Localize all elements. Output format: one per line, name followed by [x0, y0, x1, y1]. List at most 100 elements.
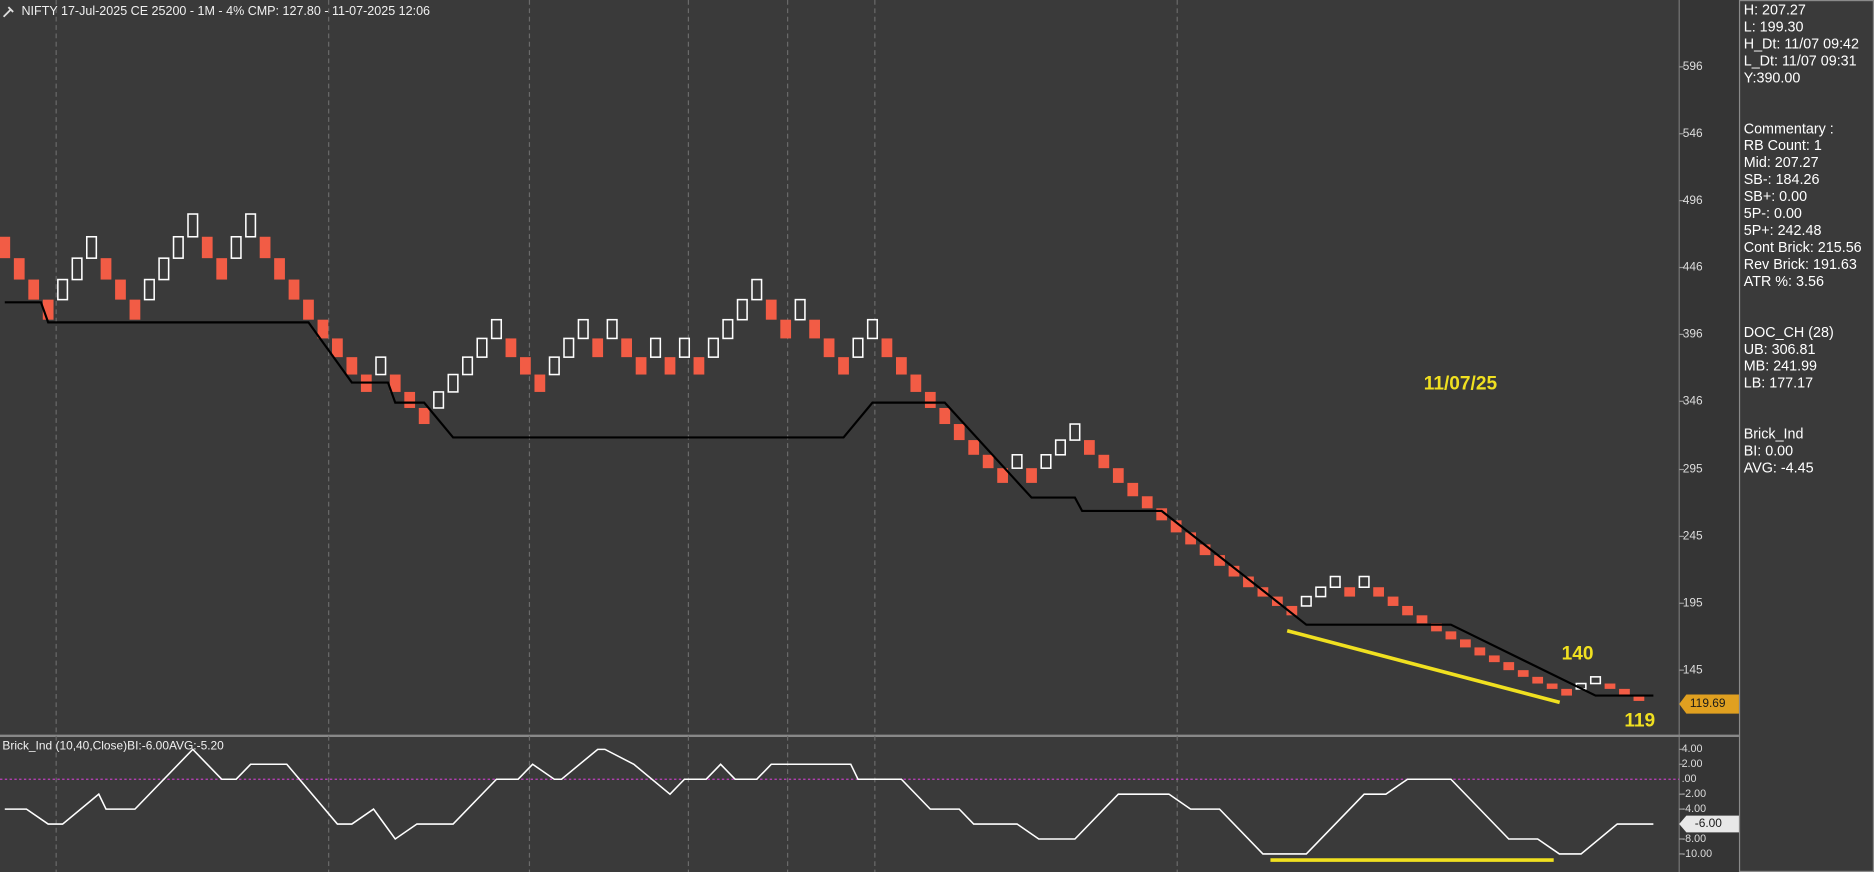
info-text: RB Count: 1	[1744, 138, 1822, 154]
up-brick	[794, 298, 806, 321]
up-brick	[1358, 575, 1370, 588]
down-brick	[1402, 605, 1413, 616]
up-brick	[678, 337, 691, 358]
down-brick	[100, 258, 112, 280]
annotation: 140	[1562, 644, 1594, 665]
down-brick	[259, 236, 271, 259]
info-text: 5P+: 242.48	[1744, 223, 1822, 239]
info-text: 5P-: 0.00	[1744, 206, 1802, 222]
y-tick-label: 295	[1683, 462, 1703, 476]
info-text: H: 207.27	[1744, 3, 1806, 19]
info-text: L_Dt: 11/07 09:31	[1744, 53, 1857, 69]
up-brick	[751, 278, 763, 301]
up-brick	[143, 278, 155, 301]
down-brick	[1127, 482, 1139, 497]
down-brick	[274, 258, 285, 280]
up-brick	[649, 337, 662, 358]
up-brick	[563, 337, 575, 358]
annotation: 119	[1624, 711, 1655, 732]
down-brick	[534, 374, 546, 392]
down-brick	[1199, 544, 1211, 556]
up-brick	[1329, 575, 1341, 588]
info-panel	[1738, 0, 1874, 872]
up-brick	[375, 356, 387, 376]
time-separators	[55, 0, 1178, 872]
up-brick	[245, 213, 257, 238]
down-brick	[924, 391, 936, 408]
y-tick-label: 145	[1683, 662, 1703, 676]
down-brick	[1373, 587, 1384, 597]
down-brick	[1604, 683, 1616, 689]
down-brick	[664, 357, 676, 375]
down-brick	[1228, 565, 1240, 577]
up-brick	[1300, 595, 1312, 607]
up-brick	[71, 257, 83, 281]
info-text: ATR %: 3.56	[1744, 274, 1824, 290]
up-brick	[490, 318, 503, 340]
down-brick	[910, 374, 922, 392]
down-brick	[1344, 587, 1356, 597]
info-text: SB-: 184.26	[1744, 172, 1820, 188]
down-brick	[13, 258, 25, 280]
y-tick-label: 195	[1683, 595, 1703, 609]
down-brick	[303, 299, 314, 320]
trend-drawing	[1286, 628, 1561, 705]
up-brick	[577, 318, 589, 340]
down-brick	[332, 338, 343, 358]
down-brick	[780, 319, 792, 339]
down-brick	[1431, 623, 1442, 632]
y-tick-label: -10.00	[1682, 848, 1713, 860]
value-tag	[1679, 815, 1739, 833]
y-tick-label: 2.00	[1682, 758, 1703, 770]
info-text: Brick_Ind	[1744, 427, 1804, 443]
up-brick	[158, 257, 170, 281]
y-tick-label: 596	[1683, 59, 1703, 73]
up-brick	[736, 298, 748, 321]
down-brick	[1532, 676, 1544, 684]
down-brick	[1214, 555, 1225, 566]
down-brick	[1112, 468, 1124, 483]
y-tick-label: .00	[1682, 773, 1697, 785]
y-tick-label: -8.00	[1682, 833, 1707, 845]
down-brick	[115, 279, 126, 300]
down-brick	[1474, 647, 1486, 656]
down-brick	[520, 357, 531, 375]
down-brick	[201, 236, 213, 259]
down-brick	[42, 299, 54, 320]
price-axis-area	[1679, 0, 1739, 872]
info-text: Cont Brick: 215.56	[1744, 240, 1862, 256]
down-brick	[346, 357, 358, 375]
down-brick	[809, 319, 820, 339]
info-text: Mid: 207.27	[1744, 155, 1819, 171]
trail-line	[4, 301, 1654, 697]
y-tick-label: 346	[1683, 393, 1703, 407]
down-brick	[939, 407, 951, 425]
down-brick	[418, 407, 430, 425]
price-tag-label: 119.69	[1690, 696, 1726, 710]
y-tick-label: 496	[1683, 193, 1703, 207]
up-brick	[548, 356, 560, 376]
up-brick	[707, 337, 719, 358]
down-brick	[1488, 655, 1500, 663]
down-brick	[997, 468, 1008, 483]
down-brick	[1098, 454, 1110, 469]
info-text: SB+: 0.00	[1744, 189, 1807, 205]
down-brick	[1141, 496, 1153, 509]
info-text: LB: 177.17	[1744, 376, 1813, 392]
y-tick-label: 4.00	[1682, 743, 1703, 755]
info-text: DOC_CH (28)	[1744, 325, 1834, 341]
up-brick	[230, 235, 242, 259]
down-brick	[1156, 508, 1168, 521]
price-tag	[1679, 694, 1739, 714]
down-brick	[389, 374, 401, 392]
info-text: MB: 241.99	[1744, 359, 1817, 375]
down-brick	[288, 279, 300, 300]
up-brick	[1315, 586, 1327, 598]
chart-title: NIFTY 17-Jul-2025 CE 25200 - 1M - 4% CMP…	[22, 4, 431, 18]
info-text: BI: 0.00	[1744, 444, 1793, 460]
up-brick	[447, 373, 459, 393]
up-brick	[187, 213, 199, 238]
down-brick	[592, 338, 604, 358]
up-brick	[461, 356, 474, 376]
